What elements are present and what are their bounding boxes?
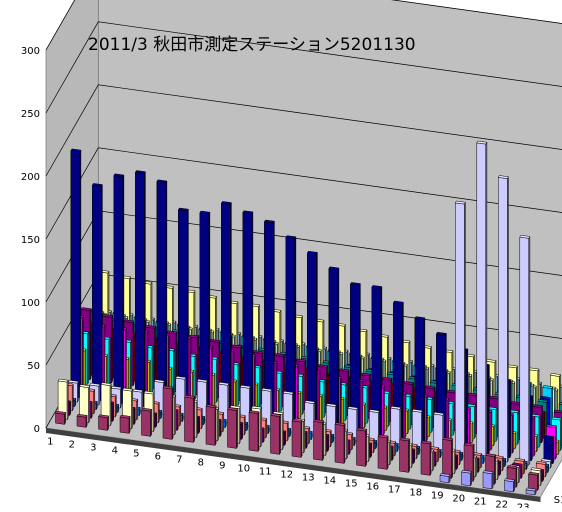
y-tick-label: 100 [21,298,40,309]
bar [292,419,302,457]
bar [505,479,515,492]
bar [135,171,145,407]
bar [357,428,367,466]
x-tick-label: 10 [237,464,250,475]
bar [440,473,450,482]
x-tick-label: 4 [112,446,118,457]
x-tick-label: 17 [388,485,401,496]
bar [455,201,465,456]
bar [483,471,493,489]
x-tick-label: 14 [323,476,336,487]
bar [421,441,431,476]
y-tick-label: 250 [21,109,40,120]
x-tick-label: 3 [90,443,96,454]
y-tick-label: 0 [34,424,40,435]
bar [99,415,109,431]
x-tick-label: 20 [452,494,465,505]
bar [314,420,324,461]
x-tick-label: 7 [176,455,182,466]
bar [163,386,173,440]
x-tick-label: 13 [302,473,315,484]
bar [526,488,536,495]
bar [529,472,539,490]
x-tick-label: 1 [47,437,53,448]
x-tick-label: 21 [474,497,487,508]
y-tick-label: 50 [27,361,40,372]
x-tick-label: 9 [219,461,225,472]
x-tick-label: 11 [259,467,272,478]
bar [443,438,453,479]
bar [462,470,472,486]
chart-title: 2011/3 秋田市測定ステーション5201130 [88,35,416,55]
bar [92,183,102,400]
x-tick-label: 12 [280,470,293,481]
x-tick-label: 5 [133,449,139,460]
x-tick-label: 18 [409,488,422,499]
x-tick-label: 8 [198,458,204,469]
bar [335,423,345,464]
bar [378,435,388,470]
bar [157,180,167,410]
bar [185,395,195,442]
x-tick-label: 15 [345,479,358,490]
bar [249,411,259,452]
x-tick-label: 2 [69,440,75,451]
y-tick-label: 300 [21,46,40,57]
bar [400,438,410,473]
x-tick-label: 16 [366,482,379,493]
x-tick-label: 22 [495,500,508,508]
x-tick-label: 6 [155,452,161,463]
bar [142,408,152,436]
bar [120,415,130,433]
bar [77,414,87,427]
y-tick-label: 150 [21,235,40,246]
x-tick-label: 23 [517,503,530,508]
bar [498,176,508,463]
bar [271,414,281,455]
bar [71,149,81,398]
bar [114,174,124,404]
bar [520,235,530,465]
series-axis-label: S1 [554,495,562,506]
y-tick-label: 200 [21,172,40,183]
bar [206,405,216,446]
bar [477,141,487,459]
x-tick-label: 19 [431,491,444,502]
y-axis-ticks: 0 50 100 150 200 250 300 [21,46,40,435]
bar [56,411,66,424]
bar [228,408,238,449]
